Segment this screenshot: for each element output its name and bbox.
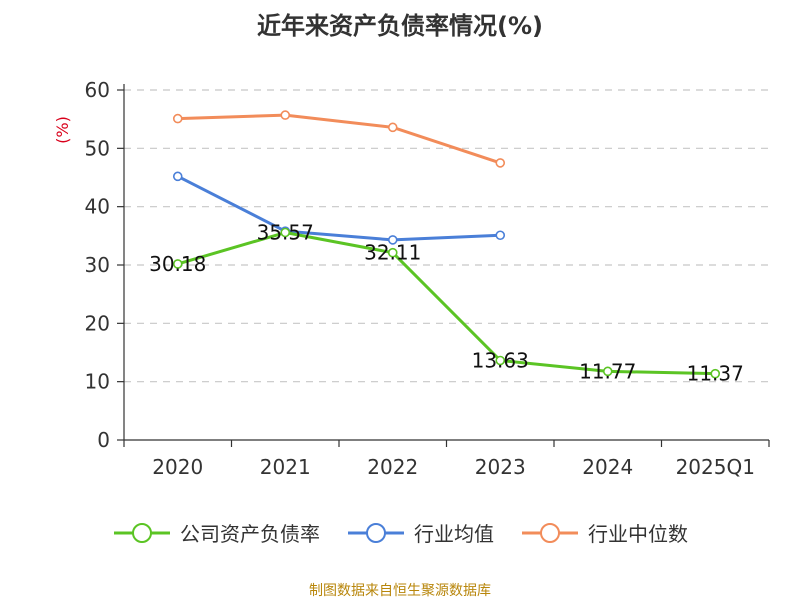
data-point: [387, 247, 398, 258]
legend-item-industry-median[interactable]: 行业中位数: [520, 518, 688, 547]
series-line: [177, 231, 716, 376]
data-label: 35.57: [257, 221, 314, 245]
data-point: [495, 158, 506, 168]
data-point: [172, 259, 183, 269]
series-line: [177, 113, 501, 165]
data-point: [387, 235, 398, 245]
x-tick-label: 2024: [582, 455, 633, 479]
x-tick-label: 2023: [475, 455, 526, 479]
data-label: 30.18: [149, 252, 206, 276]
y-tick-label: 40: [85, 195, 110, 219]
data-label: 13.63: [472, 348, 529, 372]
y-tick-label: 20: [85, 311, 110, 335]
y-tick-label: 0: [97, 428, 110, 452]
legend-marker: [366, 522, 386, 543]
data-point: [602, 366, 613, 377]
legend: 公司资产负债率 行业均值 行业中位数: [0, 518, 800, 547]
legend-swatch-industry-mean: [348, 522, 404, 543]
data-label: 11.37: [687, 362, 744, 386]
legend-swatch-industry-median: [522, 522, 578, 543]
x-tick-label: 2022: [367, 455, 418, 479]
data-point: [495, 230, 506, 241]
x-tick-label: 2025Q1: [676, 455, 755, 479]
series-line: [177, 174, 501, 242]
y-tick-label: 10: [85, 370, 110, 394]
legend-marker: [540, 522, 560, 543]
y-tick-label: 30: [85, 253, 110, 277]
data-point: [172, 171, 183, 182]
x-tick-label: 2020: [152, 455, 203, 479]
legend-label-company: 公司资产负债率: [180, 522, 320, 546]
chart-title: 近年来资产负债率情况(%): [257, 12, 543, 40]
y-tick-label: 60: [85, 78, 110, 102]
data-point: [387, 122, 398, 133]
data-label: 11.77: [579, 359, 636, 383]
data-point: [280, 227, 291, 238]
legend-label-industry-median: 行业中位数: [588, 522, 688, 546]
data-point: [710, 368, 721, 379]
y-axis-label: (%): [53, 116, 72, 144]
data-point: [280, 110, 291, 120]
x-tick-label: 2021: [260, 455, 311, 479]
data-point: [495, 355, 506, 366]
legend-item-company[interactable]: 公司资产负债率: [112, 518, 320, 547]
legend-item-industry-mean[interactable]: 行业均值: [346, 518, 494, 547]
y-tick-label: 50: [85, 136, 110, 160]
legend-swatch-company: [114, 522, 170, 543]
legend-label-industry-mean: 行业均值: [414, 522, 494, 546]
data-source-note: 制图数据来自恒生聚源数据库: [309, 583, 491, 599]
legend-marker: [132, 522, 152, 543]
data-point: [172, 113, 183, 124]
data-label: 32.11: [364, 241, 421, 265]
